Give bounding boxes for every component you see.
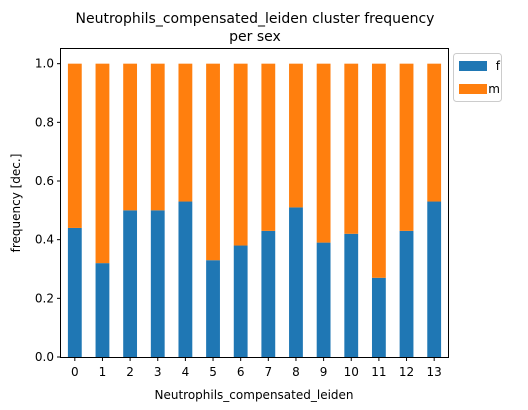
bar-f-5: [206, 260, 220, 357]
bar-f-6: [233, 245, 248, 357]
y-tick-label: 0.0: [35, 350, 54, 364]
bar-f-0: [67, 227, 82, 357]
x-tick-label: 0: [71, 365, 79, 379]
legend-label-f: f: [496, 59, 501, 73]
x-tick-label: 10: [344, 365, 359, 379]
x-tick-label: 3: [154, 365, 162, 379]
x-tick-label: 7: [265, 365, 273, 379]
bar-m-13: [427, 63, 442, 202]
legend-label-m: m: [488, 82, 500, 96]
bar-f-4: [178, 201, 193, 357]
bar-m-9: [316, 63, 331, 243]
legend-swatch-m: [459, 84, 487, 94]
bar-m-10: [344, 63, 359, 234]
x-axis-label: Neutrophils_compensated_leiden: [154, 388, 353, 402]
y-tick-label: 0.2: [35, 291, 54, 305]
bar-f-12: [399, 230, 414, 357]
x-axis-ticks: 0 1 2 3 4 5 6 7 8 9 10 11 12 13: [71, 357, 442, 379]
chart-title-line2: per sex: [229, 29, 281, 45]
bar-m-0: [67, 63, 82, 228]
x-tick-label: 9: [320, 365, 328, 379]
x-tick-label: 11: [371, 365, 386, 379]
bar-m-5: [206, 63, 220, 261]
y-axis-label: frequency [dec.]: [9, 154, 23, 253]
bar-f-10: [344, 233, 359, 357]
bar-f-13: [427, 201, 442, 357]
x-tick-label: 13: [427, 365, 442, 379]
x-tick-label: 12: [399, 365, 414, 379]
bar-f-7: [261, 230, 276, 357]
bar-m-6: [233, 63, 248, 246]
bar-f-9: [316, 242, 331, 357]
plot-frame: [60, 48, 449, 358]
bar-f-3: [150, 210, 165, 357]
bar-m-3: [150, 63, 165, 211]
x-tick-label: 4: [182, 365, 190, 379]
bar-f-1: [95, 263, 110, 357]
bar-m-11: [371, 63, 386, 278]
x-tick-label: 8: [292, 365, 300, 379]
bar-m-2: [123, 63, 138, 211]
x-tick-label: 5: [209, 365, 217, 379]
chart-title-line1: Neutrophils_compensated_leiden cluster f…: [76, 11, 435, 27]
bar-m-8: [289, 63, 303, 208]
legend-swatch-f: [459, 61, 487, 71]
bar-m-4: [178, 63, 193, 202]
x-tick-label: 1: [99, 365, 107, 379]
x-tick-label: 2: [126, 365, 134, 379]
y-tick-label: 0.8: [35, 115, 54, 129]
bar-m-1: [95, 63, 110, 264]
y-tick-label: 1.0: [35, 57, 54, 71]
bars-group: [67, 63, 442, 357]
y-axis-ticks: 0.0 0.2 0.4 0.6 0.8 1.0: [35, 57, 61, 364]
bar-f-8: [289, 207, 303, 357]
x-tick-label: 6: [237, 365, 245, 379]
y-tick-label: 0.6: [35, 174, 54, 188]
legend: f m: [453, 53, 502, 102]
y-tick-label: 0.4: [35, 233, 54, 247]
bar-m-7: [261, 63, 276, 231]
bar-f-11: [371, 277, 386, 357]
bar-m-12: [399, 63, 414, 231]
bar-f-2: [123, 210, 138, 357]
